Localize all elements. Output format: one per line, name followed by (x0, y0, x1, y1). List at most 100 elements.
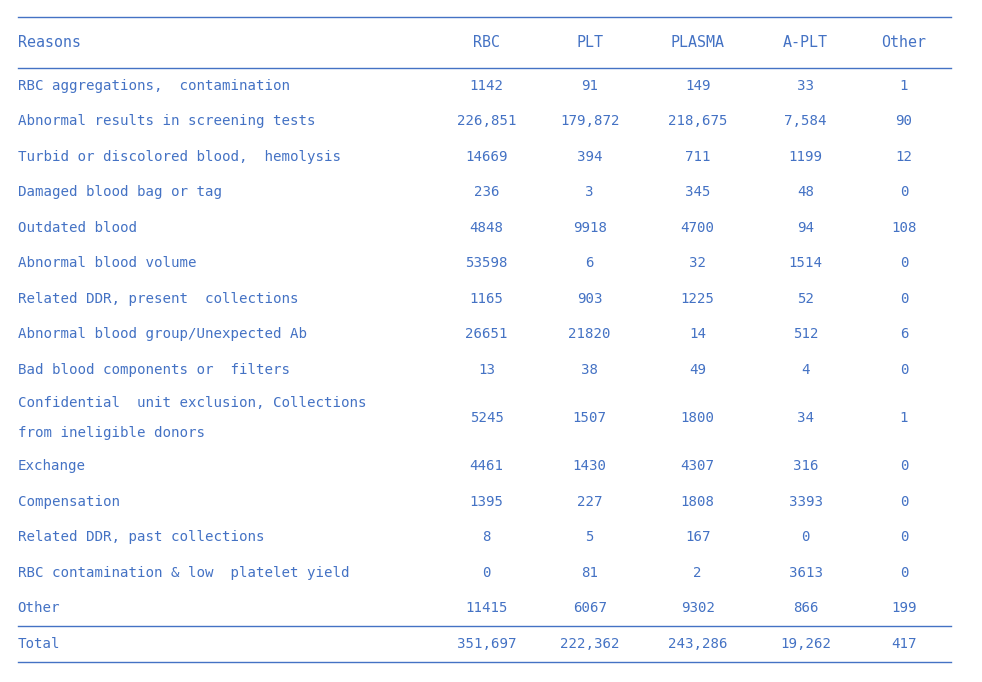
Text: 1142: 1142 (469, 79, 504, 93)
Text: PLASMA: PLASMA (671, 35, 725, 50)
Text: 52: 52 (797, 292, 814, 306)
Text: RBC contamination & low  platelet yield: RBC contamination & low platelet yield (18, 566, 350, 580)
Text: 5245: 5245 (469, 411, 504, 425)
Text: 14669: 14669 (465, 150, 508, 164)
Text: Abnormal blood group/Unexpected Ab: Abnormal blood group/Unexpected Ab (18, 327, 306, 341)
Text: 227: 227 (577, 495, 602, 509)
Text: 34: 34 (797, 411, 814, 425)
Text: 0: 0 (900, 495, 908, 509)
Text: 167: 167 (685, 531, 710, 544)
Text: Abnormal results in screening tests: Abnormal results in screening tests (18, 115, 315, 128)
Text: 1514: 1514 (789, 256, 823, 270)
Text: 0: 0 (900, 292, 908, 306)
Text: 6: 6 (585, 256, 594, 270)
Text: 218,675: 218,675 (668, 115, 728, 128)
Text: 1165: 1165 (469, 292, 504, 306)
Text: 179,872: 179,872 (560, 115, 620, 128)
Text: 199: 199 (892, 602, 916, 615)
Text: 108: 108 (892, 221, 916, 235)
Text: 21820: 21820 (569, 327, 611, 341)
Text: Outdated blood: Outdated blood (18, 221, 136, 235)
Text: 7,584: 7,584 (785, 115, 827, 128)
Text: 4700: 4700 (681, 221, 715, 235)
Text: 1808: 1808 (681, 495, 715, 509)
Text: 3393: 3393 (789, 495, 823, 509)
Text: 903: 903 (577, 292, 602, 306)
Text: 9918: 9918 (573, 221, 607, 235)
Text: 0: 0 (482, 566, 491, 580)
Text: RBC: RBC (473, 35, 500, 50)
Text: 6: 6 (900, 327, 908, 341)
Text: 8: 8 (482, 531, 491, 544)
Text: 394: 394 (577, 150, 602, 164)
Text: 0: 0 (900, 531, 908, 544)
Text: 1199: 1199 (789, 150, 823, 164)
Text: Total: Total (18, 637, 60, 651)
Text: 4461: 4461 (469, 460, 504, 473)
Text: 0: 0 (900, 566, 908, 580)
Text: from ineligible donors: from ineligible donors (18, 426, 204, 440)
Text: 1: 1 (900, 79, 908, 93)
Text: 90: 90 (896, 115, 912, 128)
Text: Bad blood components or  filters: Bad blood components or filters (18, 363, 290, 376)
Text: 1507: 1507 (573, 411, 607, 425)
Text: 9302: 9302 (681, 602, 715, 615)
Text: 316: 316 (793, 460, 818, 473)
Text: 38: 38 (581, 363, 598, 376)
Text: 866: 866 (793, 602, 818, 615)
Text: 351,697: 351,697 (457, 637, 517, 651)
Text: 33: 33 (797, 79, 814, 93)
Text: Reasons: Reasons (18, 35, 81, 50)
Text: 3613: 3613 (789, 566, 823, 580)
Text: 4848: 4848 (469, 221, 504, 235)
Text: 345: 345 (685, 186, 710, 199)
Text: 0: 0 (801, 531, 810, 544)
Text: 81: 81 (581, 566, 598, 580)
Text: 1: 1 (900, 411, 908, 425)
Text: 0: 0 (900, 186, 908, 199)
Text: 417: 417 (892, 637, 916, 651)
Text: 4: 4 (801, 363, 810, 376)
Text: Other: Other (882, 35, 926, 50)
Text: 1430: 1430 (573, 460, 607, 473)
Text: 0: 0 (900, 363, 908, 376)
Text: 19,262: 19,262 (781, 637, 831, 651)
Text: 222,362: 222,362 (560, 637, 620, 651)
Text: 53598: 53598 (465, 256, 508, 270)
Text: 49: 49 (689, 363, 706, 376)
Text: 13: 13 (478, 363, 495, 376)
Text: 149: 149 (685, 79, 710, 93)
Text: 3: 3 (585, 186, 594, 199)
Text: 4307: 4307 (681, 460, 715, 473)
Text: 12: 12 (896, 150, 912, 164)
Text: 0: 0 (900, 256, 908, 270)
Text: 236: 236 (474, 186, 499, 199)
Text: 226,851: 226,851 (457, 115, 517, 128)
Text: 94: 94 (797, 221, 814, 235)
Text: 11415: 11415 (465, 602, 508, 615)
Text: 1395: 1395 (469, 495, 504, 509)
Text: 711: 711 (685, 150, 710, 164)
Text: Exchange: Exchange (18, 460, 85, 473)
Text: Related DDR, past collections: Related DDR, past collections (18, 531, 264, 544)
Text: RBC aggregations,  contamination: RBC aggregations, contamination (18, 79, 290, 93)
Text: 32: 32 (689, 256, 706, 270)
Text: 48: 48 (797, 186, 814, 199)
Text: Abnormal blood volume: Abnormal blood volume (18, 256, 196, 270)
Text: Compensation: Compensation (18, 495, 120, 509)
Text: 243,286: 243,286 (668, 637, 728, 651)
Text: 91: 91 (581, 79, 598, 93)
Text: 512: 512 (793, 327, 818, 341)
Text: Damaged blood bag or tag: Damaged blood bag or tag (18, 186, 222, 199)
Text: Other: Other (18, 602, 60, 615)
Text: 2: 2 (693, 566, 702, 580)
Text: Related DDR, present  collections: Related DDR, present collections (18, 292, 299, 306)
Text: A-PLT: A-PLT (784, 35, 828, 50)
Text: 5: 5 (585, 531, 594, 544)
Text: Turbid or discolored blood,  hemolysis: Turbid or discolored blood, hemolysis (18, 150, 341, 164)
Text: 26651: 26651 (465, 327, 508, 341)
Text: 0: 0 (900, 460, 908, 473)
Text: 1225: 1225 (681, 292, 715, 306)
Text: PLT: PLT (576, 35, 603, 50)
Text: 14: 14 (689, 327, 706, 341)
